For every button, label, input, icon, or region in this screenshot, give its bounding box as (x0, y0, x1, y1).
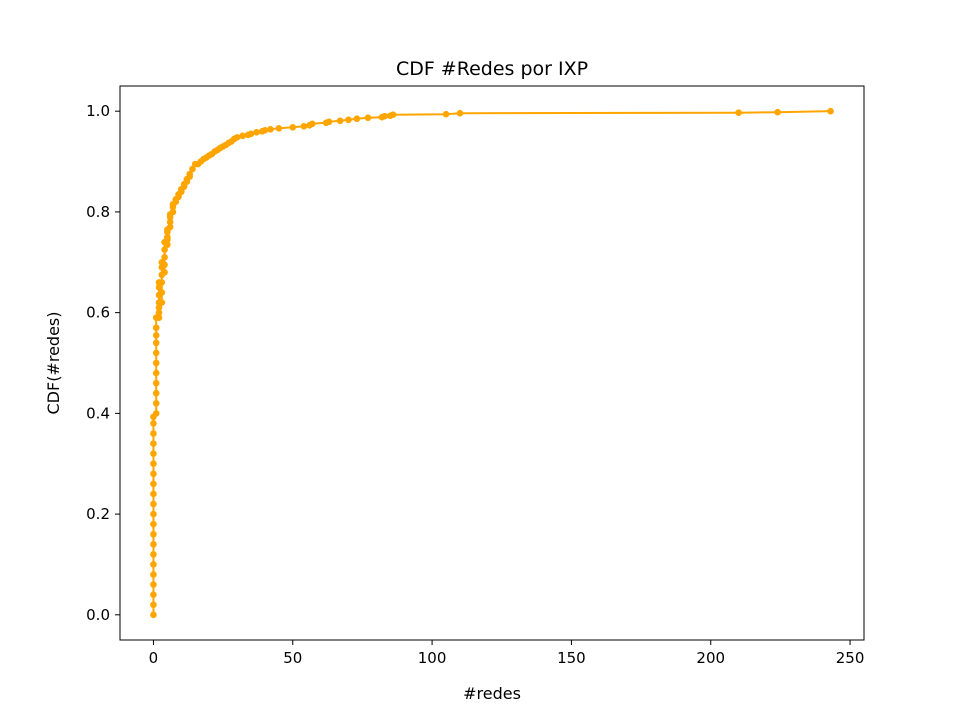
data-point (150, 510, 157, 518)
data-point (150, 611, 157, 619)
x-axis-label: #redes (463, 684, 521, 703)
data-point (161, 269, 168, 276)
x-tick-label: 50 (283, 649, 302, 667)
axes-frame (119, 85, 865, 641)
data-point (186, 170, 193, 178)
data-point (152, 379, 160, 387)
data-point (166, 223, 174, 231)
data-point (164, 233, 171, 241)
data-point (158, 299, 166, 306)
x-tick-label: 250 (836, 649, 865, 667)
data-point (158, 289, 166, 296)
plot-area (120, 86, 864, 640)
data-point (267, 126, 274, 133)
data-point (150, 551, 157, 558)
data-point (253, 129, 260, 136)
y-axis-label: CDF(#redes) (44, 312, 63, 415)
data-point (150, 571, 157, 578)
data-point (150, 480, 157, 488)
y-tick-label: 1.0 (86, 102, 110, 120)
data-point (150, 530, 157, 538)
series-layer (150, 107, 834, 619)
y-axis-ticks: 0.0 0.2 0.4 0.6 0.8 1.0 (86, 102, 120, 624)
data-point (735, 109, 742, 116)
data-point (261, 127, 269, 134)
data-point (161, 253, 168, 261)
data-point (827, 107, 834, 115)
data-point (289, 123, 297, 131)
data-point (150, 450, 157, 457)
x-axis-ticks: 0 50 100 150 200 250 (149, 640, 865, 667)
data-point (150, 440, 157, 447)
x-tick-label: 200 (696, 649, 725, 667)
data-point (364, 114, 372, 122)
data-point (155, 314, 163, 321)
data-point (353, 115, 361, 123)
data-point (166, 218, 174, 226)
data-point (345, 116, 352, 124)
data-point (325, 118, 333, 126)
data-point (389, 111, 397, 119)
data-point (152, 389, 160, 397)
data-point (150, 460, 157, 468)
data-point (150, 591, 157, 598)
data-point (300, 122, 308, 130)
x-tick-label: 0 (149, 649, 159, 667)
data-point (150, 561, 157, 568)
data-point (336, 117, 344, 125)
x-tick-label: 100 (418, 649, 447, 667)
data-point (152, 410, 160, 417)
data-point (161, 246, 168, 253)
data-point (150, 541, 157, 548)
y-tick-label: 0.2 (86, 505, 110, 523)
data-point (152, 332, 160, 339)
data-point (150, 500, 157, 508)
data-point (152, 369, 160, 377)
data-point (275, 125, 283, 132)
data-point (150, 490, 157, 498)
data-point (155, 304, 163, 311)
x-tick-label: 150 (557, 649, 586, 667)
data-point (155, 309, 163, 316)
data-point (189, 165, 196, 173)
data-point (308, 120, 316, 128)
data-point (247, 130, 255, 138)
data-point (155, 284, 163, 291)
data-point (456, 109, 464, 117)
data-point (150, 581, 157, 588)
data-point (152, 339, 160, 347)
y-tick-label: 0.4 (86, 404, 110, 422)
data-point (233, 134, 241, 141)
data-point (161, 261, 168, 269)
data-point (150, 601, 157, 609)
chart-title: CDF #Redes por IXP (396, 58, 588, 80)
y-tick-label: 0.0 (86, 606, 110, 624)
data-point (442, 110, 450, 118)
data-point (152, 324, 160, 332)
data-point (381, 112, 389, 120)
data-point (150, 520, 157, 528)
data-point (152, 349, 160, 357)
y-tick-label: 0.8 (86, 203, 110, 221)
y-tick-label: 0.6 (86, 304, 110, 322)
data-point (239, 132, 246, 140)
data-point (150, 420, 157, 427)
data-point (158, 279, 166, 286)
data-point (152, 359, 160, 367)
data-point (152, 399, 160, 407)
data-point (164, 241, 171, 248)
data-point (150, 470, 157, 478)
data-point (169, 208, 177, 216)
data-point (774, 108, 781, 116)
data-point (150, 430, 157, 437)
